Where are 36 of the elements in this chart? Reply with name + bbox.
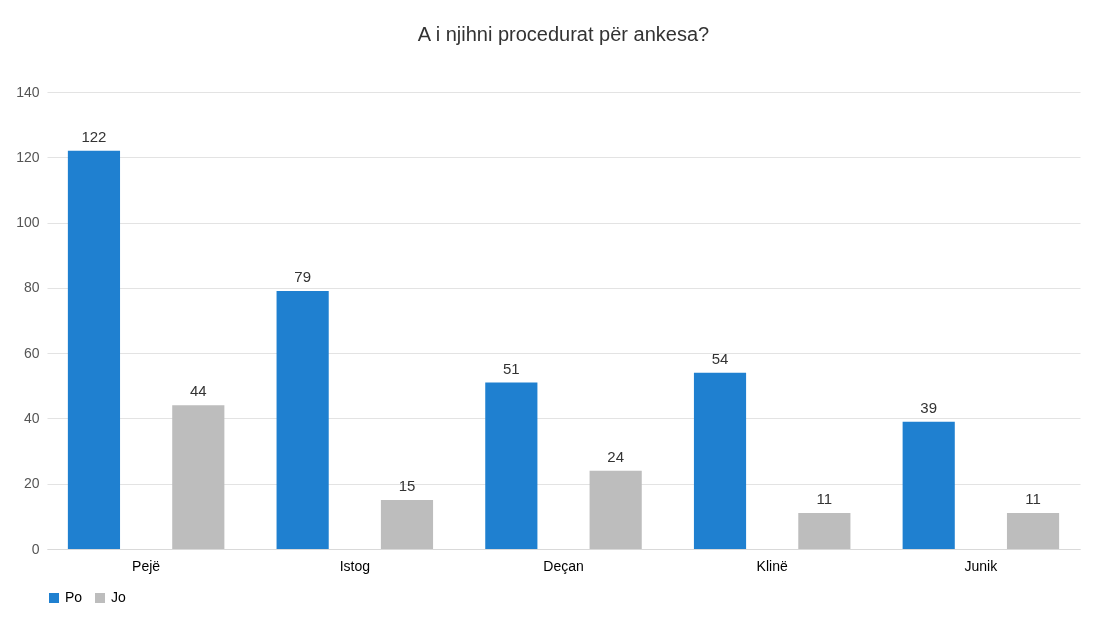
bar xyxy=(276,291,329,549)
y-tick-label: 40 xyxy=(23,409,40,426)
x-tick-label: Istog xyxy=(339,557,370,574)
bar xyxy=(798,513,851,549)
y-tick-label: 20 xyxy=(23,475,40,492)
bar xyxy=(172,405,225,549)
data-label: 15 xyxy=(398,477,416,495)
x-tick-label: Klinë xyxy=(756,557,788,574)
data-label: 51 xyxy=(502,359,520,377)
data-label: 122 xyxy=(81,127,107,145)
y-tick-label: 0 xyxy=(31,540,40,557)
data-label: 11 xyxy=(816,490,833,508)
x-tick-label: Junik xyxy=(964,557,999,574)
bar xyxy=(67,150,121,549)
data-label: 39 xyxy=(920,398,938,416)
y-tick-label: 120 xyxy=(16,148,40,165)
legend-label: Jo xyxy=(111,589,126,605)
legend-label: Po xyxy=(65,589,83,605)
data-label: 24 xyxy=(607,447,625,465)
y-tick-label: 80 xyxy=(23,279,40,296)
y-tick-label: 140 xyxy=(16,83,40,100)
bar xyxy=(485,382,538,549)
data-label: 79 xyxy=(294,268,311,286)
data-label: 11 xyxy=(1025,490,1041,508)
data-label: 44 xyxy=(189,382,207,400)
data-label: 54 xyxy=(711,349,729,367)
chart-title: A i njihni procedurat për ankesa? xyxy=(417,23,710,45)
y-tick-label: 100 xyxy=(16,214,40,231)
bar xyxy=(1006,513,1060,549)
bar xyxy=(693,372,747,549)
bar xyxy=(902,421,955,549)
x-tick-label: Pejë xyxy=(132,557,161,574)
x-tick-label: Deçan xyxy=(543,557,584,574)
y-tick-label: 60 xyxy=(23,344,40,361)
bar xyxy=(380,500,434,549)
bar xyxy=(589,470,642,549)
